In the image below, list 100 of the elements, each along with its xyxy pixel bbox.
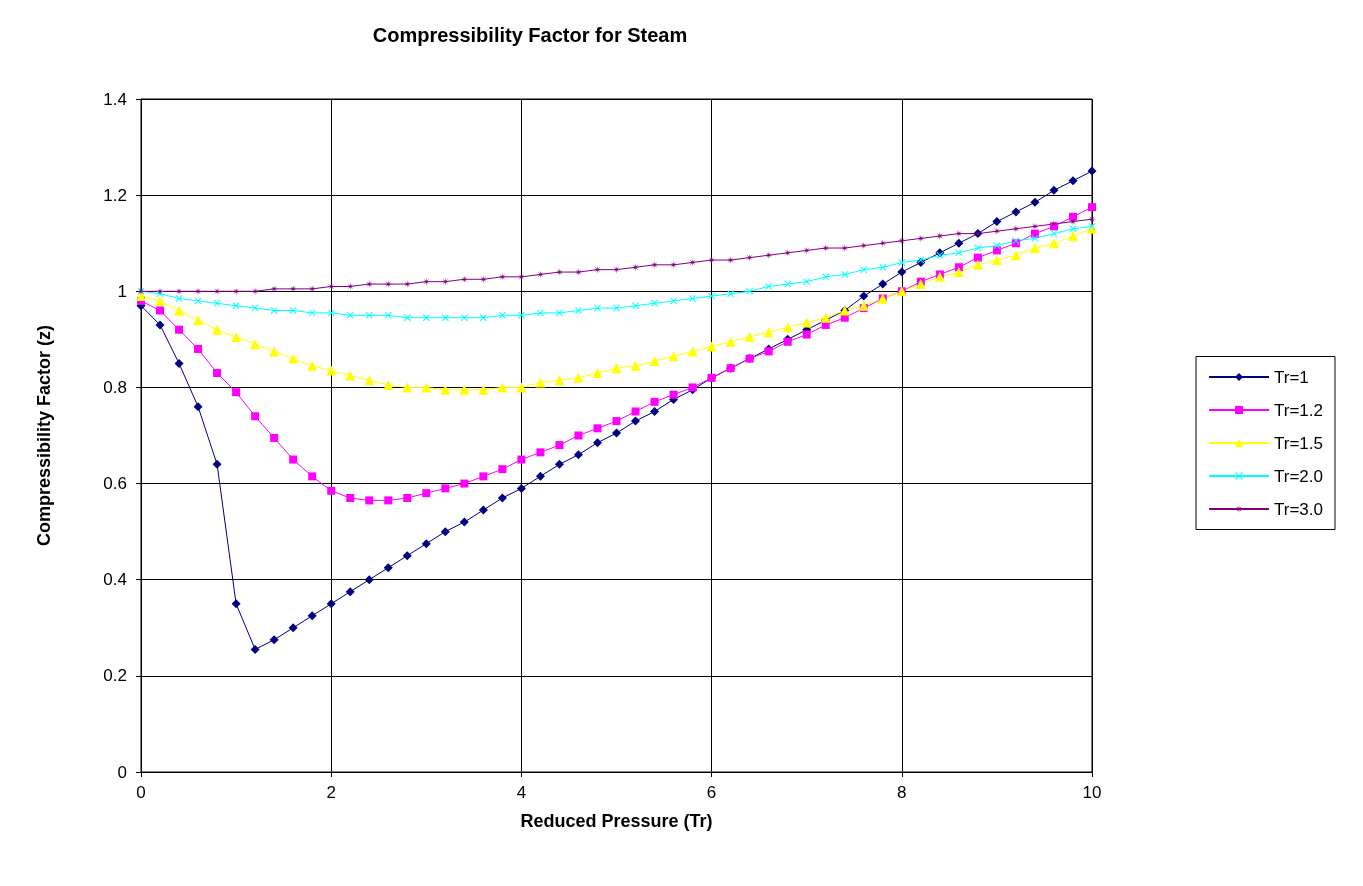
point <box>346 493 355 502</box>
point <box>421 539 431 549</box>
x-tick-label: 10 <box>1082 783 1102 802</box>
point <box>422 277 431 286</box>
point <box>136 291 146 302</box>
point <box>402 382 413 393</box>
point <box>326 365 337 376</box>
point <box>535 377 546 388</box>
point <box>631 416 641 426</box>
point <box>516 382 527 393</box>
point <box>593 265 602 274</box>
point <box>174 305 185 316</box>
point <box>497 382 508 393</box>
point <box>213 369 222 378</box>
point <box>193 315 204 326</box>
point <box>193 402 203 412</box>
point <box>612 417 621 426</box>
point <box>269 346 280 357</box>
point <box>422 314 430 322</box>
point <box>288 623 298 633</box>
point <box>688 258 697 267</box>
y-tick-label: 1.4 <box>103 89 127 109</box>
point <box>346 282 355 291</box>
point <box>403 493 412 502</box>
point <box>517 455 526 464</box>
point <box>687 346 698 357</box>
y-tick-label: 1 <box>117 281 127 301</box>
point <box>973 253 982 262</box>
point <box>593 304 601 312</box>
point <box>421 382 432 393</box>
point <box>650 397 659 406</box>
point <box>403 314 411 322</box>
legend-label: Tr=1.5 <box>1274 433 1324 453</box>
point <box>573 450 583 460</box>
point <box>782 322 793 333</box>
y-tick-label: 0.4 <box>103 570 127 590</box>
point <box>479 275 488 284</box>
point <box>441 277 450 286</box>
point <box>459 384 470 395</box>
point <box>1067 231 1078 241</box>
point <box>1068 212 1077 221</box>
y-tick-label: 1.2 <box>103 185 127 205</box>
point <box>878 239 887 248</box>
legend-label: Tr=1.2 <box>1274 400 1324 420</box>
point <box>955 249 963 257</box>
point <box>612 265 621 274</box>
point <box>706 341 717 352</box>
point <box>516 483 526 493</box>
point <box>992 217 1002 227</box>
point <box>307 360 318 371</box>
point <box>745 253 754 262</box>
point <box>954 238 964 248</box>
point <box>460 275 469 284</box>
point <box>288 353 299 364</box>
point <box>669 390 678 399</box>
point <box>822 273 830 281</box>
x-axis-title: Reduced Pressure (Tr) <box>520 811 713 831</box>
point <box>573 372 584 383</box>
x-tick-label: 8 <box>897 783 907 802</box>
point <box>289 455 298 464</box>
point <box>194 344 203 353</box>
point <box>802 330 811 339</box>
x-tick-label: 6 <box>706 783 717 802</box>
point <box>441 484 450 493</box>
point <box>1010 250 1021 261</box>
point <box>365 311 373 319</box>
point <box>708 292 716 300</box>
point <box>440 527 450 537</box>
point <box>669 260 678 269</box>
point <box>212 324 223 335</box>
point <box>155 320 165 330</box>
point <box>459 517 469 527</box>
x-tick-label: 2 <box>326 783 336 802</box>
point <box>916 234 925 243</box>
point <box>307 611 317 621</box>
point <box>763 327 774 338</box>
point <box>725 336 736 347</box>
point <box>1030 197 1040 207</box>
point <box>670 297 678 305</box>
point <box>308 472 317 481</box>
point <box>422 489 431 498</box>
point <box>1050 230 1058 238</box>
point <box>592 368 603 379</box>
point <box>536 309 544 317</box>
point <box>364 375 375 386</box>
point <box>269 635 279 645</box>
point <box>440 384 451 395</box>
point <box>554 375 565 386</box>
point <box>859 241 868 250</box>
point <box>441 314 449 322</box>
point <box>611 363 622 374</box>
y-axis-title: Compressibility Factor (z) <box>34 324 54 547</box>
point <box>860 266 868 274</box>
point <box>574 431 583 440</box>
point <box>498 311 506 319</box>
point <box>991 255 1002 266</box>
point <box>175 295 183 302</box>
point <box>345 587 355 597</box>
x-tick-label: 0 <box>136 783 146 802</box>
point <box>631 263 640 272</box>
